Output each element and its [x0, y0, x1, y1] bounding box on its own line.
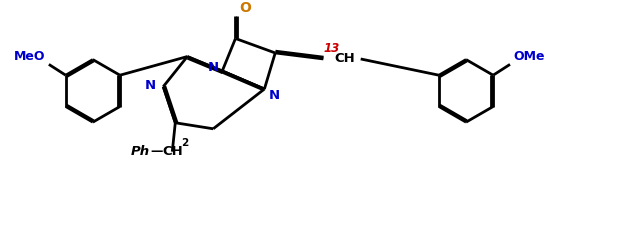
- Text: OMe: OMe: [513, 50, 545, 63]
- Text: O: O: [239, 1, 251, 15]
- Text: —: —: [151, 145, 163, 158]
- Text: CH: CH: [163, 145, 183, 158]
- Text: N: N: [269, 89, 280, 101]
- Text: N: N: [208, 61, 219, 74]
- Text: CH: CH: [334, 52, 355, 65]
- Text: Ph: Ph: [130, 145, 150, 158]
- Text: N: N: [145, 79, 156, 92]
- Text: 2: 2: [181, 138, 188, 148]
- Text: MeO: MeO: [14, 50, 46, 63]
- Text: 13: 13: [324, 42, 340, 55]
